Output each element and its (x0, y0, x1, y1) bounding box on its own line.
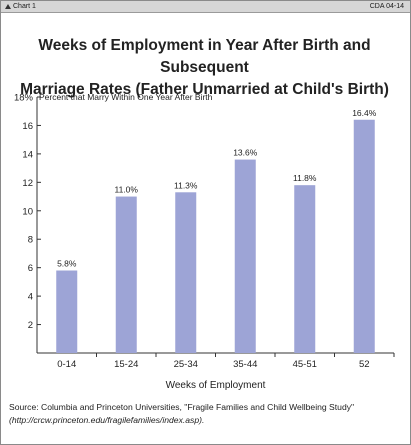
x-tick-label: 25-34 (174, 359, 198, 370)
x-axis-label: Weeks of Employment (166, 380, 266, 391)
bar-data-label: 13.6% (233, 148, 258, 158)
bar-data-label: 16.4% (352, 108, 377, 118)
triangle-icon (5, 4, 11, 9)
bar (234, 159, 256, 353)
x-tick-label: 52 (359, 359, 370, 370)
source-label: Source: (9, 402, 39, 412)
chart-title-line-1: Weeks of Employment in Year After Birth … (38, 37, 371, 76)
x-tick-label: 15-24 (114, 359, 138, 370)
bar-data-label: 5.8% (57, 259, 77, 269)
bar-data-label: 11.0% (115, 185, 139, 195)
x-tick-label: 35-44 (233, 359, 257, 370)
y-tick-label: 2 (28, 320, 33, 331)
y-tick-label: 8 (28, 235, 33, 246)
bar (175, 192, 197, 353)
x-tick-label: 0-14 (57, 359, 76, 370)
chart-title: Weeks of Employment in Year After Birth … (0, 35, 409, 101)
y-tick-label: 4 (28, 292, 33, 303)
x-tick-label: 45-51 (293, 359, 317, 370)
chart-header-bar: Chart 1 CDA 04-14 (1, 1, 410, 13)
bar (294, 185, 316, 353)
bar-chart: 2 4 6 8 10 12 14 16 18% Percent that Marry Within… (14, 92, 395, 391)
y-tick-label: 6 (28, 263, 33, 274)
chart-title-line-2: Marriage Rates (Father Unmarried at Chil… (20, 81, 389, 98)
bar (56, 270, 78, 353)
y-tick-label: 10 (22, 206, 33, 217)
y-tick-label: 16 (22, 121, 33, 132)
y-tick-label: 12 (22, 178, 33, 189)
y-tick-label: 14 (22, 149, 33, 160)
chart-number-label: Chart 1 (13, 3, 36, 10)
y-tick-label: 18% (14, 93, 34, 104)
bar (353, 119, 375, 353)
source-note: Source: Columbia and Princeton Universit… (9, 401, 404, 427)
bar-data-label: 11.8% (293, 173, 317, 183)
bar-data-label: 11.3% (174, 180, 198, 190)
report-code-label: CDA 04-14 (369, 3, 404, 10)
source-text: Columbia and Princeton Universities, "Fr… (38, 402, 355, 412)
y-axis-label: Percent that Marry Within One Year After… (39, 92, 213, 102)
source-url: (http://crcw.princeton.edu/fragilefamili… (9, 415, 205, 425)
bar (115, 196, 137, 353)
